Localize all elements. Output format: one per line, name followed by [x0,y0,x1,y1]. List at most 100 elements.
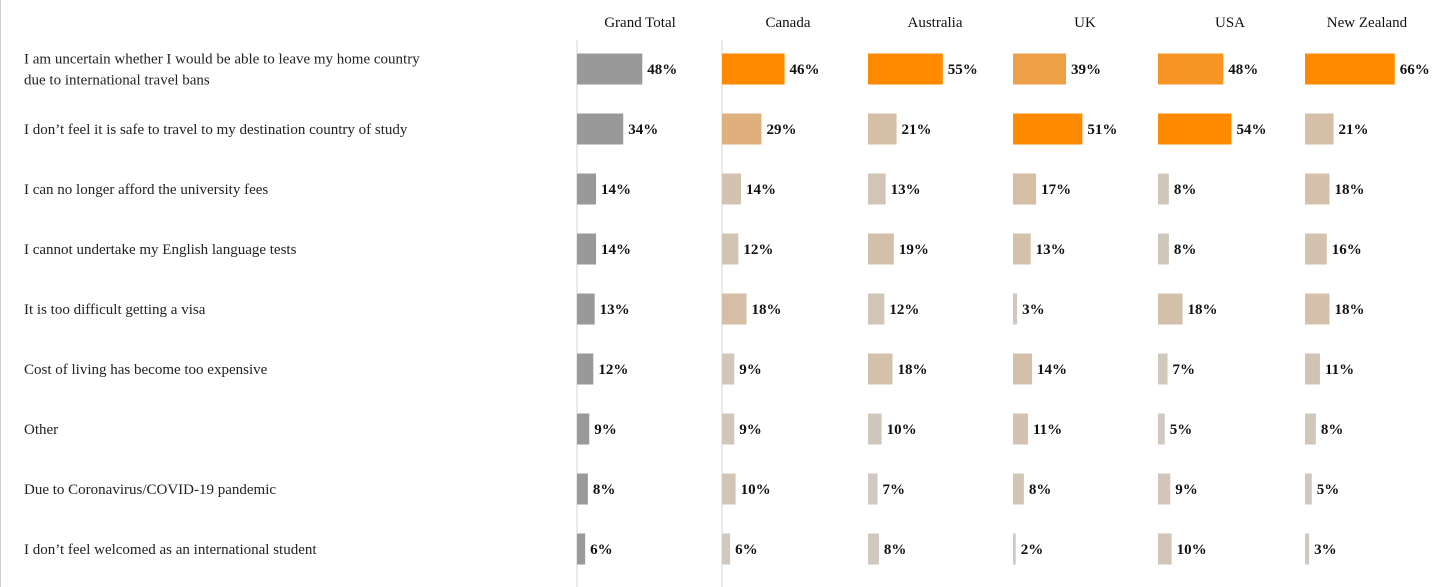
column-header-uk: UK [1074,15,1096,31]
column-header-usa: USA [1215,15,1245,31]
value-label-uk-row-2: 51% [1087,122,1117,138]
column-header-australia: Australia [908,15,963,31]
row-label-1-line-2: due to international travel bans [24,73,210,89]
bar-new-zealand-row-9 [1305,533,1310,565]
bar-canada-row-2 [722,113,762,145]
value-label-grand-total-row-1: 48% [647,62,677,78]
value-label-grand-total-row-8: 8% [593,482,616,498]
value-label-grand-total-row-6: 12% [598,362,628,378]
value-label-australia-row-5: 12% [889,302,919,318]
bar-usa-row-6 [1158,353,1168,385]
value-label-new-zealand-row-7: 8% [1321,422,1344,438]
row-label-2: I don’t feel it is safe to travel to my … [24,122,408,138]
bar-usa-row-1 [1158,53,1224,85]
value-label-new-zealand-row-2: 21% [1339,122,1369,138]
bar-usa-row-8 [1158,473,1171,505]
value-label-australia-row-1: 55% [948,62,978,78]
value-label-uk-row-4: 13% [1036,242,1066,258]
bar-grand-total-row-2 [577,113,624,145]
value-label-usa-row-5: 18% [1187,302,1217,318]
row-label-5: It is too difficult getting a visa [24,302,206,318]
row-label-4: I cannot undertake my English language t… [24,242,297,258]
value-label-uk-row-3: 17% [1041,182,1071,198]
bar-grand-total-row-6 [577,353,594,385]
bar-uk-row-1 [1013,53,1067,85]
bar-grand-total-row-9 [577,533,586,565]
bar-grand-total-row-8 [577,473,588,505]
bar-australia-row-7 [868,413,882,445]
row-label-6: Cost of living has become too expensive [24,362,268,378]
value-label-new-zealand-row-1: 66% [1400,62,1430,78]
value-label-canada-row-7: 9% [739,422,762,438]
bar-uk-row-2 [1013,113,1083,145]
bar-uk-row-5 [1013,293,1018,325]
bar-australia-row-1 [868,53,943,85]
bar-usa-row-3 [1158,173,1169,205]
bar-usa-row-4 [1158,233,1169,265]
bar-uk-row-6 [1013,353,1033,385]
bar-uk-row-9 [1013,533,1016,565]
value-label-usa-row-6: 7% [1173,362,1196,378]
bar-new-zealand-row-5 [1305,293,1330,325]
bar-canada-row-6 [722,353,735,385]
value-label-usa-row-1: 48% [1228,62,1258,78]
bar-new-zealand-row-1 [1305,53,1395,85]
value-label-australia-row-9: 8% [884,542,907,558]
bar-new-zealand-row-4 [1305,233,1327,265]
bar-grand-total-row-7 [577,413,590,445]
bar-canada-row-5 [722,293,747,325]
value-label-usa-row-4: 8% [1174,242,1197,258]
value-label-uk-row-7: 11% [1033,422,1062,438]
bar-uk-row-3 [1013,173,1037,205]
bar-grand-total-row-1 [577,53,643,85]
value-label-usa-row-7: 5% [1170,422,1193,438]
value-label-uk-row-1: 39% [1071,62,1101,78]
value-label-australia-row-2: 21% [902,122,932,138]
value-label-usa-row-2: 54% [1236,122,1266,138]
value-label-new-zealand-row-8: 5% [1317,482,1340,498]
bar-canada-row-4 [722,233,739,265]
value-label-usa-row-8: 9% [1175,482,1198,498]
bar-australia-row-6 [868,353,893,385]
column-header-grand-total: Grand Total [604,15,676,31]
value-label-canada-row-9: 6% [735,542,758,558]
bar-canada-row-8 [722,473,736,505]
bar-new-zealand-row-6 [1305,353,1320,385]
value-label-canada-row-5: 18% [751,302,781,318]
value-label-australia-row-8: 7% [883,482,906,498]
bar-canada-row-7 [722,413,735,445]
bar-canada-row-1 [722,53,785,85]
bar-canada-row-3 [722,173,742,205]
value-label-canada-row-2: 29% [766,122,796,138]
value-label-new-zealand-row-9: 3% [1314,542,1337,558]
value-label-grand-total-row-5: 13% [600,302,630,318]
row-label-7: Other [24,422,58,438]
value-label-canada-row-6: 9% [739,362,762,378]
value-label-grand-total-row-7: 9% [594,422,617,438]
bar-australia-row-2 [868,113,897,145]
row-label-3: I can no longer afford the university fe… [24,182,268,198]
bar-new-zealand-row-7 [1305,413,1316,445]
value-label-new-zealand-row-3: 18% [1334,182,1364,198]
bar-usa-row-2 [1158,113,1232,145]
bar-australia-row-3 [868,173,886,205]
value-label-uk-row-5: 3% [1022,302,1045,318]
value-label-australia-row-7: 10% [887,422,917,438]
bar-australia-row-9 [868,533,879,565]
bar-new-zealand-row-3 [1305,173,1330,205]
bar-australia-row-5 [868,293,885,325]
value-label-new-zealand-row-6: 11% [1325,362,1354,378]
bar-grand-total-row-4 [577,233,597,265]
value-label-new-zealand-row-5: 18% [1334,302,1364,318]
row-label-8: Due to Coronavirus/COVID-19 pandemic [24,482,276,498]
column-header-canada: Canada [766,15,811,31]
value-label-grand-total-row-3: 14% [601,182,631,198]
bar-uk-row-8 [1013,473,1024,505]
bar-usa-row-9 [1158,533,1172,565]
value-label-australia-row-6: 18% [897,362,927,378]
value-label-usa-row-9: 10% [1177,542,1207,558]
bar-australia-row-8 [868,473,878,505]
bar-grand-total-row-3 [577,173,597,205]
value-label-australia-row-3: 13% [891,182,921,198]
